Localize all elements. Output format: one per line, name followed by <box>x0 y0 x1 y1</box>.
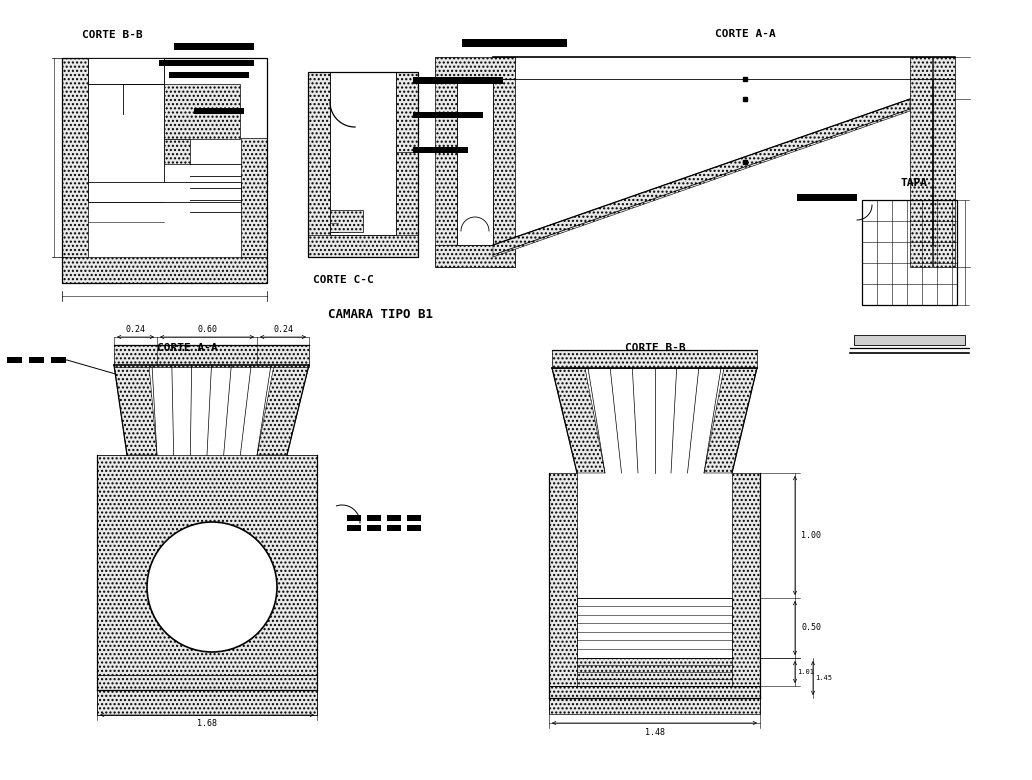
Bar <box>308 72 418 257</box>
Bar <box>396 72 418 257</box>
Bar <box>549 658 760 686</box>
Bar <box>577 598 732 658</box>
Bar <box>854 335 965 345</box>
Bar <box>367 525 381 531</box>
Bar <box>549 686 760 714</box>
Bar <box>29 357 44 363</box>
Bar <box>387 525 401 531</box>
Bar <box>347 515 361 521</box>
Text: 1.01: 1.01 <box>797 669 814 675</box>
Bar <box>413 77 503 84</box>
Bar <box>910 57 932 267</box>
Bar <box>407 525 421 531</box>
Bar <box>347 525 361 531</box>
Bar <box>169 72 249 78</box>
Polygon shape <box>493 99 910 257</box>
Text: 1.20: 1.20 <box>202 596 222 605</box>
Bar <box>797 194 857 201</box>
Bar <box>330 72 396 235</box>
Bar <box>457 79 493 245</box>
Text: CORTE B-B: CORTE B-B <box>624 343 685 353</box>
Bar <box>7 357 22 363</box>
Bar <box>194 108 244 114</box>
Text: 1.45: 1.45 <box>815 675 832 681</box>
Text: 1.00: 1.00 <box>197 573 217 582</box>
Bar <box>88 182 241 202</box>
Bar <box>308 72 330 257</box>
Text: CORTE C-C: CORTE C-C <box>313 275 374 285</box>
Bar <box>436 57 515 79</box>
Bar <box>549 473 577 686</box>
Bar <box>88 58 164 84</box>
Text: CAMARA TIPO B1: CAMARA TIPO B1 <box>327 308 432 321</box>
Bar <box>732 473 760 686</box>
Bar <box>413 147 467 153</box>
Bar <box>88 84 164 202</box>
Bar <box>552 350 757 368</box>
Text: CORTE A-A: CORTE A-A <box>714 29 775 39</box>
Text: 1.00: 1.00 <box>801 531 821 540</box>
Bar <box>493 57 515 267</box>
Bar <box>241 138 267 283</box>
Text: CORTE A-A: CORTE A-A <box>157 343 218 353</box>
Polygon shape <box>552 368 605 473</box>
Polygon shape <box>704 368 757 473</box>
Polygon shape <box>114 365 157 455</box>
Bar <box>462 39 567 47</box>
Bar <box>62 257 267 283</box>
Bar <box>62 58 88 283</box>
Bar <box>308 235 418 257</box>
Bar <box>862 200 957 305</box>
Text: 1.68: 1.68 <box>197 719 217 728</box>
Bar <box>367 515 381 521</box>
Bar <box>387 515 401 521</box>
Bar <box>174 43 254 50</box>
Text: CORTE B-B: CORTE B-B <box>82 30 142 40</box>
Bar <box>62 58 267 283</box>
Text: 0.60: 0.60 <box>197 325 217 334</box>
Bar <box>114 345 309 367</box>
Bar <box>97 455 317 675</box>
Text: 0.24: 0.24 <box>126 325 146 334</box>
Bar <box>330 210 363 232</box>
Bar <box>413 112 483 118</box>
Bar <box>51 357 66 363</box>
Bar <box>287 455 317 675</box>
Bar <box>164 84 240 139</box>
Bar <box>164 139 190 164</box>
Bar <box>436 57 457 267</box>
Text: 1.48: 1.48 <box>645 728 665 737</box>
Bar <box>396 72 418 152</box>
Bar <box>97 455 127 675</box>
Bar <box>159 60 254 66</box>
Bar <box>88 58 164 84</box>
Bar <box>933 57 955 267</box>
Bar <box>97 675 317 715</box>
Text: TAPA: TAPA <box>901 178 928 188</box>
Circle shape <box>147 522 277 652</box>
Bar <box>436 245 515 267</box>
Polygon shape <box>257 365 309 455</box>
Text: 0.24: 0.24 <box>273 325 293 334</box>
Bar <box>407 515 421 521</box>
Text: 0.50: 0.50 <box>801 623 821 633</box>
